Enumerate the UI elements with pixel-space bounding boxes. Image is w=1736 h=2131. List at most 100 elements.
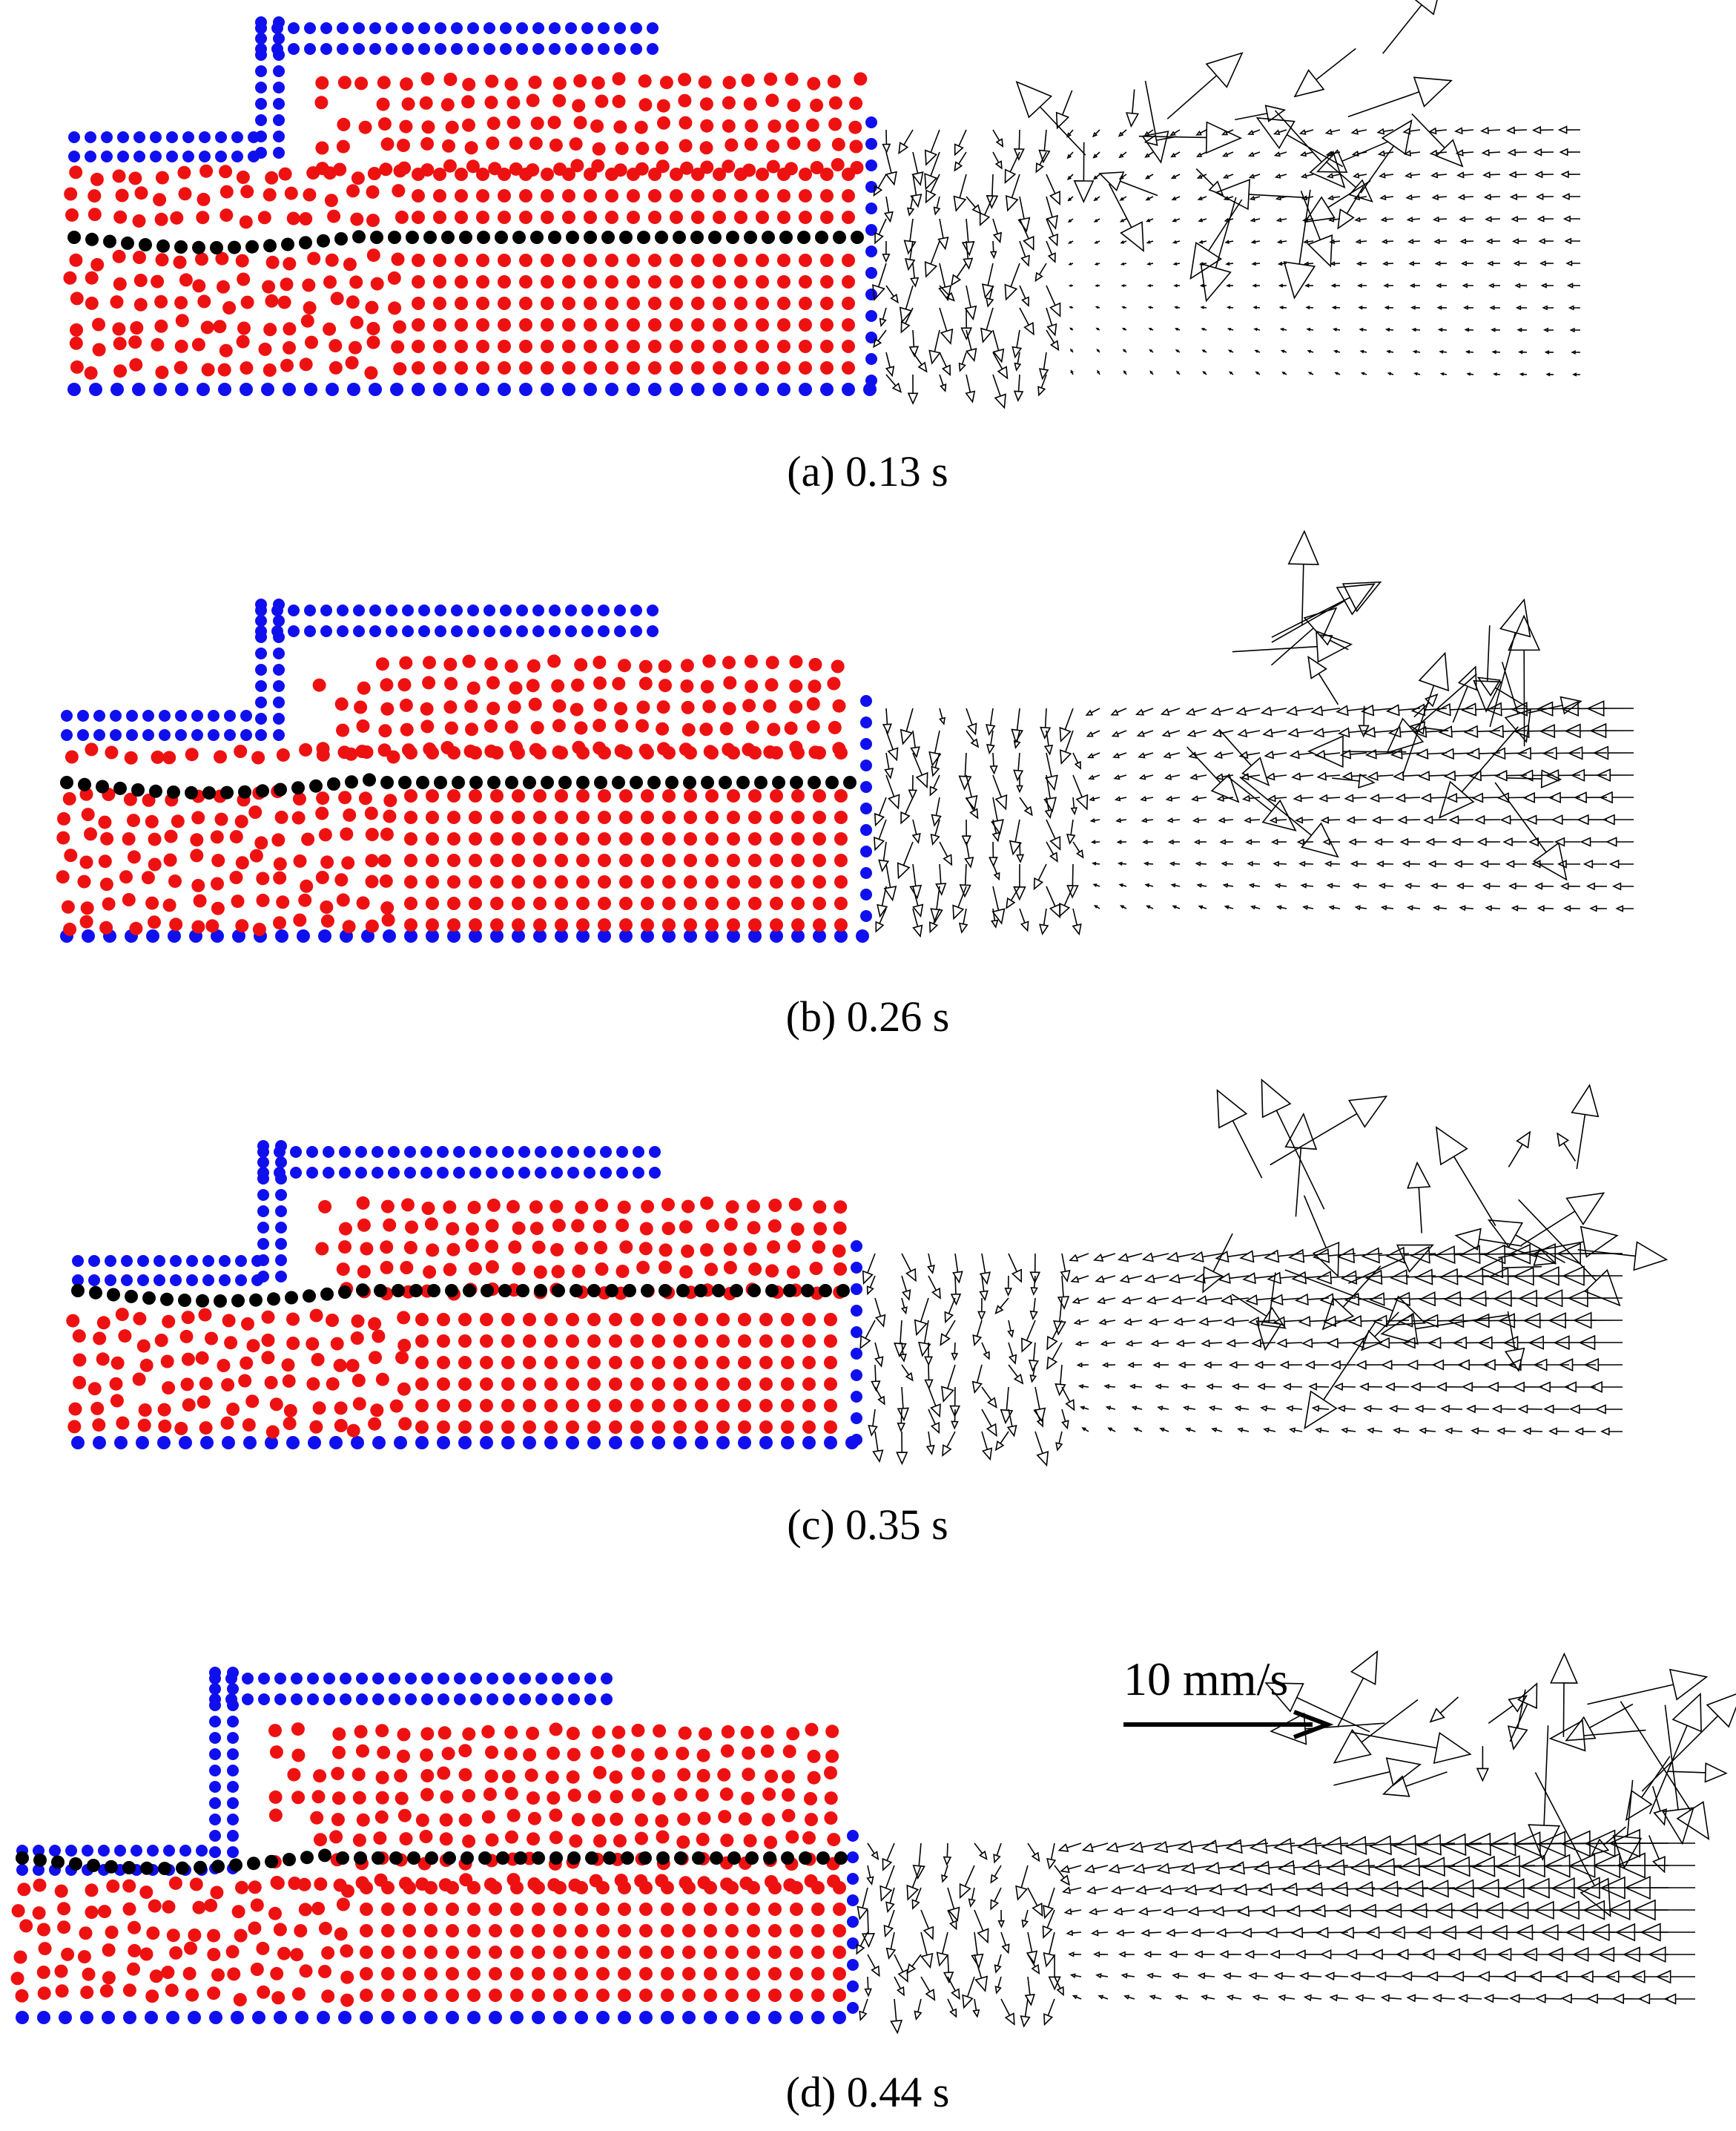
velocity-vector	[1504, 1311, 1525, 1372]
fluid-particle	[527, 1811, 541, 1825]
velocity-vector	[1300, 883, 1314, 889]
fluid-particle	[36, 1966, 50, 1979]
velocity-vector	[1251, 261, 1261, 266]
velocity-vector	[1247, 129, 1261, 136]
boundary-particle	[320, 605, 332, 616]
boundary-particle	[451, 43, 463, 55]
fluid-particle	[415, 1420, 429, 1434]
interface-particle	[799, 1851, 812, 1865]
fluid-particle	[360, 1989, 373, 2002]
interface-particle	[541, 776, 554, 789]
boundary-particle	[851, 1434, 862, 1446]
fluid-particle	[441, 1747, 455, 1761]
fluid-particle	[571, 1813, 585, 1827]
fluid-particle	[400, 722, 414, 737]
boundary-particle	[383, 929, 396, 943]
boundary-particle	[369, 383, 382, 396]
fluid-particle	[781, 1334, 794, 1348]
velocity-vector	[1106, 1842, 1135, 1853]
velocity-vector	[1229, 1861, 1269, 1875]
fluid-particle	[659, 1260, 672, 1274]
velocity-vector	[1562, 215, 1580, 223]
velocity-vector	[1379, 194, 1394, 201]
fluid-particle	[614, 702, 627, 716]
boundary-particle	[49, 1845, 61, 1857]
fluid-particle	[705, 789, 719, 803]
velocity-vector	[1013, 129, 1025, 161]
fluid-particle	[727, 918, 740, 932]
boundary-particle	[673, 1436, 687, 1449]
velocity-vector	[1295, 1949, 1322, 1960]
fluid-particle	[399, 119, 413, 134]
boundary-particle	[404, 1146, 416, 1158]
fluid-particle	[533, 897, 547, 910]
fluid-particle	[440, 98, 455, 112]
velocity-vector	[1044, 797, 1053, 820]
boundary-particle	[551, 1146, 563, 1158]
boundary-particle	[227, 1830, 239, 1842]
fluid-particle	[455, 275, 468, 289]
fluid-particle	[234, 1929, 248, 1943]
fluid-particle	[155, 253, 169, 267]
fluid-particle	[587, 1334, 601, 1348]
interface-particle	[443, 1851, 456, 1865]
velocity-vector	[912, 886, 924, 918]
velocity-vector	[1533, 148, 1554, 157]
fluid-particle	[175, 314, 189, 328]
interface-particle	[532, 1851, 545, 1865]
interface-particle	[692, 1851, 705, 1865]
velocity-vector	[1019, 797, 1033, 817]
fluid-particle	[265, 255, 280, 269]
boundary-particle	[372, 1146, 383, 1158]
fluid-particle	[283, 1403, 297, 1417]
velocity-vector	[1067, 240, 1074, 244]
boundary-particle	[503, 1673, 515, 1684]
velocity-vector	[1355, 239, 1367, 245]
velocity-vector	[1275, 905, 1287, 910]
fluid-particle	[467, 1924, 481, 1937]
fluid-particle	[572, 99, 586, 113]
velocity-vector	[971, 1364, 983, 1394]
fluid-particle	[314, 1833, 327, 1847]
fluid-particle	[759, 1356, 773, 1369]
fluid-particle	[770, 832, 783, 846]
fluid-particle	[562, 189, 575, 202]
fluid-particle	[11, 1904, 25, 1918]
boundary-particle	[209, 1765, 221, 1776]
fluid-particle	[358, 120, 372, 134]
fluid-particle	[679, 742, 693, 757]
boundary-particle	[101, 131, 113, 143]
fluid-particle	[403, 1241, 418, 1254]
velocity-vector	[1440, 1833, 1509, 1857]
boundary-particle	[340, 1673, 352, 1684]
velocity-vector	[1129, 1383, 1143, 1389]
boundary-particle	[576, 929, 590, 943]
fluid-particle	[113, 210, 128, 224]
boundary-particle	[619, 929, 633, 943]
fluid-particle	[466, 681, 481, 695]
fluid-particle	[641, 832, 654, 846]
fluid-particle	[802, 1313, 816, 1326]
fluid-particle	[116, 1416, 130, 1430]
boundary-particle	[725, 2011, 739, 2024]
velocity-vector	[1200, 197, 1237, 303]
velocity-vector	[1235, 105, 1287, 122]
fluid-particle	[326, 1314, 339, 1327]
fluid-particle	[567, 1748, 581, 1762]
velocity-vector	[1110, 1885, 1135, 1895]
fluid-particle	[834, 811, 848, 824]
fluid-particle	[659, 679, 672, 693]
boundary-particle	[105, 1274, 116, 1286]
velocity-vector	[1169, 861, 1181, 866]
velocity-vector	[1531, 125, 1554, 134]
fluid-particle	[458, 1813, 472, 1827]
fluid-particle	[380, 1199, 395, 1213]
fluid-particle	[759, 1377, 773, 1391]
velocity-vector	[1535, 193, 1554, 200]
fluid-particle	[705, 811, 719, 824]
fluid-particle	[433, 168, 446, 181]
velocity-vector	[1274, 883, 1287, 889]
fluid-particle	[768, 1924, 782, 1937]
velocity-vector	[1385, 1246, 1436, 1264]
fluid-particle	[656, 700, 670, 714]
